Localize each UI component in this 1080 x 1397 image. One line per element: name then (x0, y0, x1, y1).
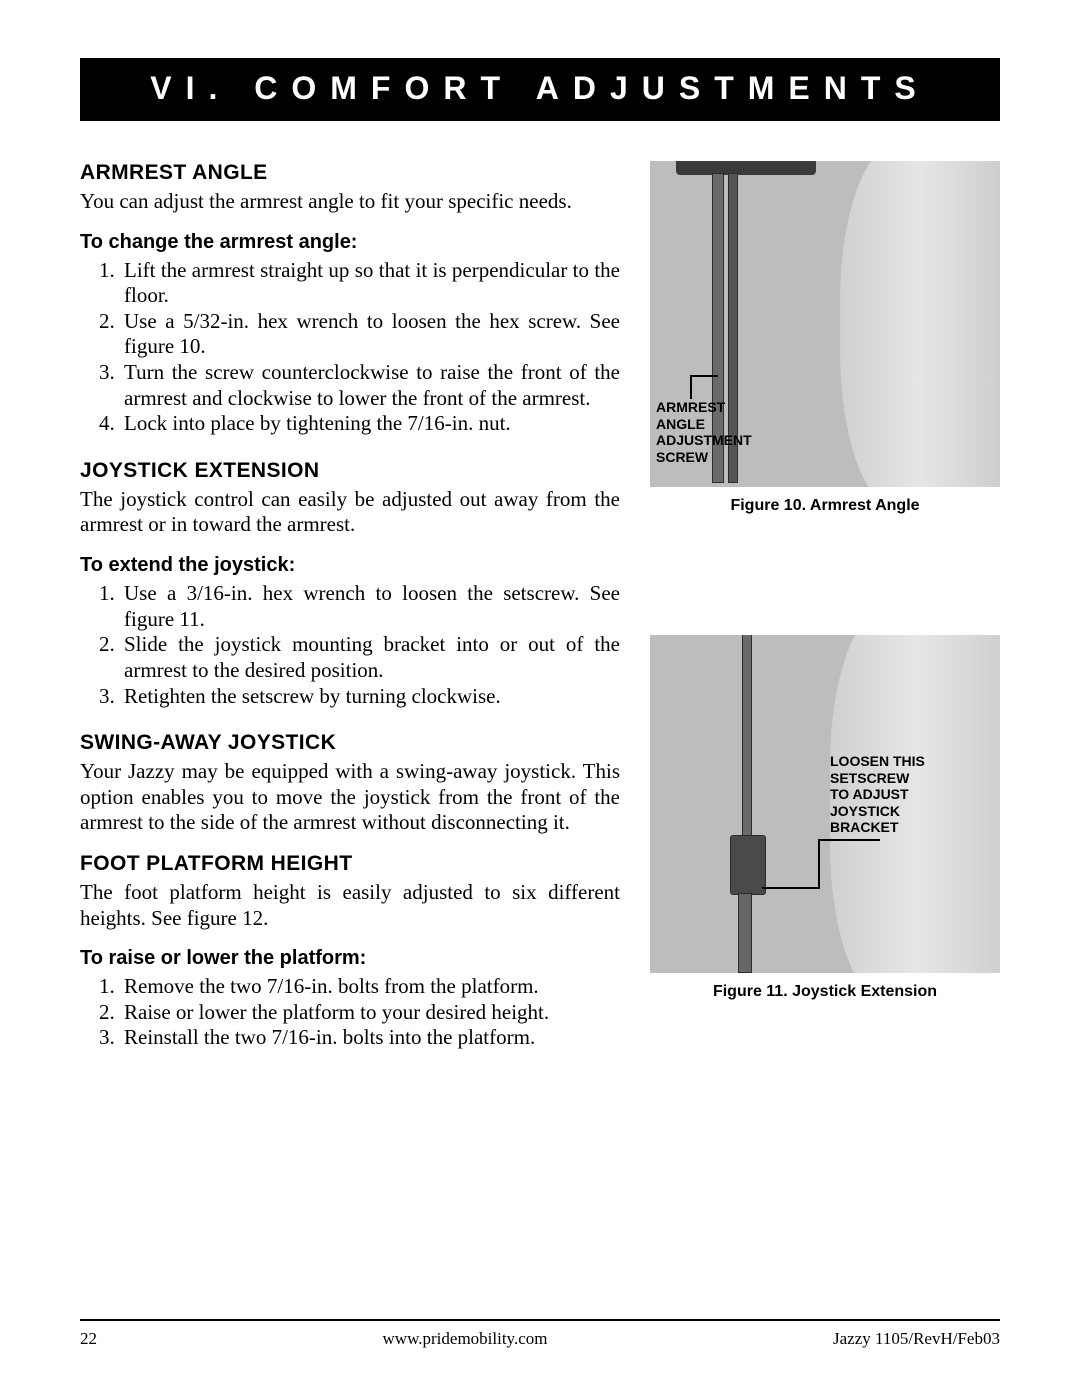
section-steps-joyext: Use a 3/16-in. hex wrench to loosen the … (80, 581, 620, 709)
section-sub-armrest: To change the armrest angle: (80, 231, 620, 254)
bracket-post-shape (738, 893, 752, 973)
list-item: Slide the joystick mounting bracket into… (120, 632, 620, 683)
page-footer: 22 www.pridemobility.com Jazzy 1105/RevH… (80, 1319, 1000, 1349)
leader-line (818, 839, 880, 841)
figure-label-line: ARMREST (656, 399, 752, 416)
section-heading-foot: FOOT PLATFORM HEIGHT (80, 852, 620, 876)
page-title-bar: VI. COMFORT ADJUSTMENTS (80, 58, 1000, 121)
figure-label-line: SETSCREW (830, 770, 925, 787)
section-body-joyext: The joystick control can easily be adjus… (80, 487, 620, 538)
leader-line (690, 375, 692, 399)
figure-label-line: ANGLE (656, 416, 752, 433)
figure-11: LOOSEN THIS SETSCREW TO ADJUST JOYSTICK … (650, 635, 1000, 973)
figure-10-label: ARMREST ANGLE ADJUSTMENT SCREW (656, 399, 752, 465)
figure-11-label: LOOSEN THIS SETSCREW TO ADJUST JOYSTICK … (830, 753, 925, 836)
content-columns: ARMREST ANGLE You can adjust the armrest… (80, 161, 1000, 1051)
leader-line (762, 887, 820, 889)
list-item: Lock into place by tightening the 7/16-i… (120, 411, 620, 437)
figure-label-line: JOYSTICK (830, 803, 925, 820)
armrest-pad-shape (676, 161, 816, 175)
figure-label-line: LOOSEN THIS (830, 753, 925, 770)
footer-page-number: 22 (80, 1329, 97, 1349)
list-item: Retighten the setscrew by turning clockw… (120, 684, 620, 710)
figure-10: ARMREST ANGLE ADJUSTMENT SCREW (650, 161, 1000, 487)
section-body-armrest: You can adjust the armrest angle to fit … (80, 189, 620, 215)
figure-label-line: TO ADJUST (830, 786, 925, 803)
left-column: ARMREST ANGLE You can adjust the armrest… (80, 161, 620, 1051)
seat-back-shape (840, 161, 1000, 487)
bracket-shape (730, 835, 766, 895)
list-item: Use a 3/16-in. hex wrench to loosen the … (120, 581, 620, 632)
section-heading-swing: SWING-AWAY JOYSTICK (80, 731, 620, 755)
figure-label-line: ADJUSTMENT (656, 432, 752, 449)
list-item: Turn the screw counterclockwise to raise… (120, 360, 620, 411)
list-item: Raise or lower the platform to your desi… (120, 1000, 620, 1026)
page-title-text: VI. COMFORT ADJUSTMENTS (150, 70, 929, 106)
leader-line (690, 375, 718, 377)
figure-10-caption: Figure 10. Armrest Angle (650, 497, 1000, 515)
section-heading-armrest: ARMREST ANGLE (80, 161, 620, 185)
section-steps-armrest: Lift the armrest straight up so that it … (80, 258, 620, 437)
list-item: Lift the armrest straight up so that it … (120, 258, 620, 309)
list-item: Use a 5/32-in. hex wrench to loosen the … (120, 309, 620, 360)
section-heading-joyext: JOYSTICK EXTENSION (80, 459, 620, 483)
figure-label-line: BRACKET (830, 819, 925, 836)
footer-doc-id: Jazzy 1105/RevH/Feb03 (833, 1329, 1000, 1349)
list-item: Reinstall the two 7/16-in. bolts into th… (120, 1025, 620, 1051)
section-sub-joyext: To extend the joystick: (80, 554, 620, 577)
section-body-foot: The foot platform height is easily adjus… (80, 880, 620, 931)
page-container: VI. COMFORT ADJUSTMENTS ARMREST ANGLE Yo… (80, 58, 1000, 1347)
section-body-swing: Your Jazzy may be equipped with a swing-… (80, 759, 620, 836)
figure-11-caption: Figure 11. Joystick Extension (650, 983, 1000, 1001)
section-steps-foot: Remove the two 7/16-in. bolts from the p… (80, 974, 620, 1051)
section-sub-foot: To raise or lower the platform: (80, 947, 620, 970)
footer-url: www.pridemobility.com (383, 1329, 548, 1349)
list-item: Remove the two 7/16-in. bolts from the p… (120, 974, 620, 1000)
figure-label-line: SCREW (656, 449, 752, 466)
leader-line (818, 839, 820, 887)
right-column: ARMREST ANGLE ADJUSTMENT SCREW Figure 10… (650, 161, 1000, 1051)
